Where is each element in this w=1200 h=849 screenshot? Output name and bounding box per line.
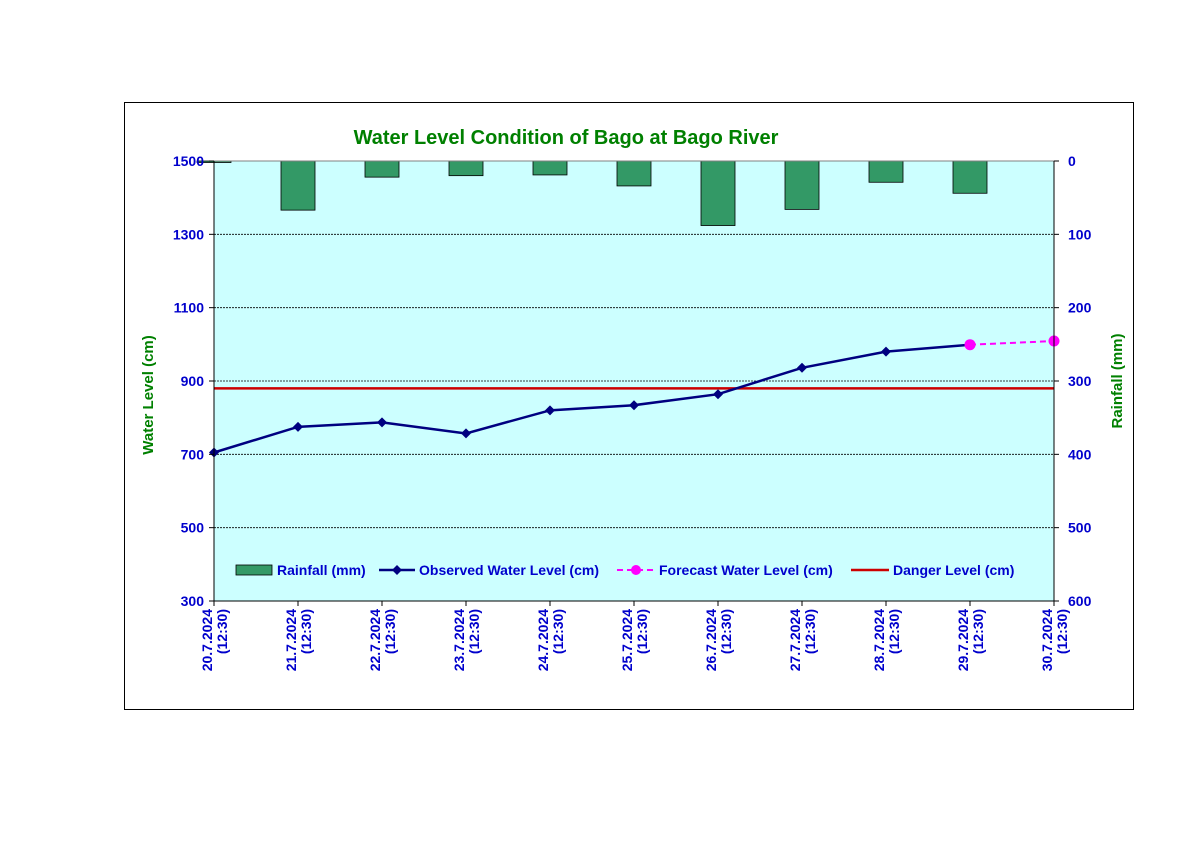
right-tick-label: 400 [1068,446,1092,462]
left-tick-label: 1100 [174,300,205,316]
observed-point [881,346,891,357]
rainfall-bar [616,160,652,187]
observed-line [213,343,971,454]
observed-point [461,428,471,439]
legend-forecast-label: Forecast Water Level (cm) [659,562,833,578]
legend-observed-marker [392,565,402,575]
forecast-line [969,340,1055,346]
right-tick-label: 200 [1068,300,1092,316]
rainfall-bar [952,160,988,194]
left-tick-label: 700 [181,446,205,462]
legend-danger-label: Danger Level (cm) [893,562,1014,578]
x-axis-ticks: 20.7.2024(12:30) 21.7.2024(12:30) 22.7.202… [199,601,1070,671]
rainfall-bar [448,160,484,177]
x-tick-label: 23.7.2024(12:30) [451,609,482,671]
x-tick-label: 24.7.2024(12:30) [535,609,566,671]
observed-point [629,400,639,411]
left-tick-label: 1500 [173,153,204,169]
x-tick-label: 25.7.2024(12:30) [619,609,650,671]
water-level-chart: Water Level Condition of Bago at Bago Ri… [140,127,1126,671]
x-tick-label: 27.7.2024(12:30) [787,609,818,671]
grid-lines [214,233,1054,529]
left-axis-ticks: 300 500 700 900 1100 1300 1500 [173,153,214,609]
rainfall-bar [280,160,316,211]
rainfall-bar [868,160,904,183]
left-tick-label: 1300 [173,226,204,242]
left-tick-label: 500 [181,520,205,536]
observed-point [713,389,723,400]
left-tick-label: 900 [181,373,205,389]
chart-frame: Water Level Condition of Bago at Bago Ri… [124,102,1134,710]
rainfall-bar [364,160,400,178]
right-tick-label: 300 [1068,373,1092,389]
chart-title: Water Level Condition of Bago at Bago Ri… [354,127,779,149]
x-tick-label: 20.7.2024(12:30) [199,609,230,671]
rainfall-bar [784,160,820,210]
rainfall-bar [700,160,736,226]
x-tick-label: 28.7.2024(12:30) [871,609,902,671]
legend-rainfall-label: Rainfall (mm) [277,562,366,578]
x-tick-label: 30.7.2024(12:30) [1039,609,1070,671]
legend-forecast-marker [631,565,641,575]
legend: Rainfall (mm) Observed Water Level (cm) Fo… [235,562,1014,578]
forecast-point [964,339,976,351]
right-tick-label: 0 [1068,153,1076,169]
right-axis-ticks: 0 100 200 300 400 500 600 [1054,153,1092,609]
x-tick-label: 22.7.2024(12:30) [367,609,398,671]
observed-point [293,421,303,432]
x-tick-label: 29.7.2024(12:30) [955,609,986,671]
rainfall-bar [532,160,568,176]
observed-point [797,362,807,373]
legend-observed-label: Observed Water Level (cm) [419,562,599,578]
right-tick-label: 500 [1068,520,1092,536]
y-axis-label: Water Level (cm) [140,335,157,454]
legend-rainfall-swatch [235,564,273,576]
observed-point [545,405,555,416]
right-tick-label: 600 [1068,593,1092,609]
y2-axis-label: Rainfall (mm) [1109,333,1126,428]
x-tick-label: 21.7.2024(12:30) [283,609,314,671]
water-level-lines [209,335,1060,458]
left-tick-label: 300 [181,593,205,609]
rainfall-bars [196,160,988,226]
right-tick-label: 100 [1068,226,1092,242]
x-tick-label: 26.7.2024(12:30) [703,609,734,671]
observed-point [377,417,387,428]
